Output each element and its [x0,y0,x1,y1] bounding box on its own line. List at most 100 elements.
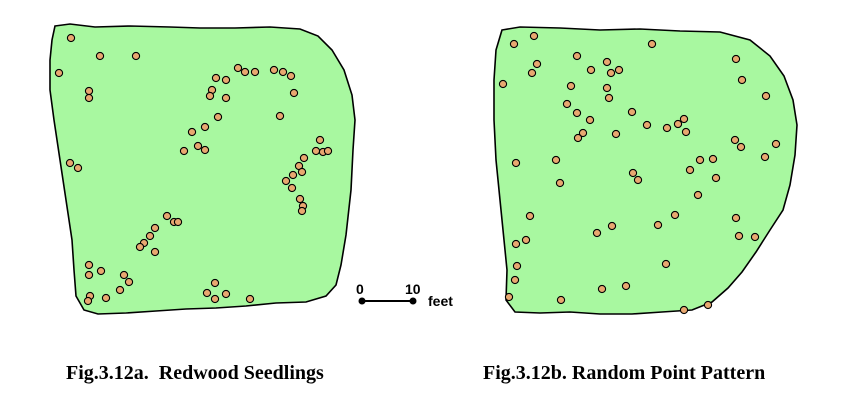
seedling-point [84,260,94,270]
seedling-point [221,289,231,299]
random-point [693,190,703,200]
random-point [607,221,617,231]
seedling-point [299,153,309,163]
scale-start-label: 0 [356,281,364,297]
random-point [679,305,689,315]
seedling-point [233,63,243,73]
seedling-point [124,277,134,287]
seedling-point [281,176,291,186]
random-point [504,292,514,302]
seedling-point [135,242,145,252]
seedling-point [240,67,250,77]
seedling-point [210,278,220,288]
random-point [708,154,718,164]
random-point [602,57,612,67]
seedling-point [115,285,125,295]
random-point [521,235,531,245]
random-point [761,91,771,101]
random-point [731,54,741,64]
random-point [556,295,566,305]
scale-end-label: 10 [405,281,421,297]
seedling-point [323,146,333,156]
random-point [555,178,565,188]
seedling-point [162,211,172,221]
random-point [662,123,672,133]
random-point [633,175,643,185]
random-point [734,231,744,241]
seedling-point [202,288,212,298]
random-point [627,107,637,117]
random-point [602,83,612,93]
random-point [673,119,683,129]
random-point [606,68,616,78]
seedling-point [84,93,94,103]
random-point [670,210,680,220]
seedling-point [101,293,111,303]
seedling-point [213,112,223,122]
random-point [760,152,770,162]
seedling-points [54,33,333,306]
seedling-point [287,183,297,193]
random-points [498,31,781,315]
random-point [695,155,705,165]
random-point [611,129,621,139]
study-region-b [493,26,798,315]
random-point [562,99,572,109]
seedling-point [278,67,288,77]
random-point [498,79,508,89]
seedling-point [95,51,105,61]
random-point [621,281,631,291]
random-point [512,261,522,271]
random-point [597,284,607,294]
seedling-point [286,71,296,81]
random-point [703,300,713,310]
seedling-point [221,93,231,103]
random-point [736,142,746,152]
random-point [679,114,689,124]
seedling-point [288,170,298,180]
seedling-point [54,68,64,78]
seedling-point [187,127,197,137]
seedling-point [73,163,83,173]
figure-caption-b: Fig.3.12b. Random Point Pattern [483,362,766,384]
seedling-point [150,223,160,233]
scale-end-dot [409,297,417,305]
seedling-point [297,206,307,216]
seedling-point [84,270,94,280]
seedling-point [245,294,255,304]
random-point [511,158,521,168]
seedling-point [205,91,215,101]
random-point [661,259,671,269]
seedling-point [250,67,260,77]
seedling-point [119,270,129,280]
seedling-point [173,217,183,227]
seedling-point [96,266,106,276]
scale-unit-label: feet [428,293,453,309]
seedling-point [193,141,203,151]
random-point [525,211,535,221]
scale-bar: 0 10 feet [356,281,453,309]
random-point [551,155,561,165]
random-point [529,31,539,41]
random-point [737,75,747,85]
seedling-point [145,231,155,241]
random-point [585,115,595,125]
random-point [511,239,521,249]
seedling-point [210,294,220,304]
seedling-point [295,194,305,204]
random-point [711,173,721,183]
seedling-point [311,146,321,156]
random-point [510,275,520,285]
random-point [509,39,519,49]
random-point [653,220,663,230]
study-region-a [49,23,356,315]
seedling-point [131,51,141,61]
seedling-point [66,33,76,43]
random-point-pattern-map [493,26,798,315]
random-point [586,65,596,75]
random-point [527,68,537,78]
random-point [566,81,576,91]
random-point [592,228,602,238]
random-point [642,120,652,130]
